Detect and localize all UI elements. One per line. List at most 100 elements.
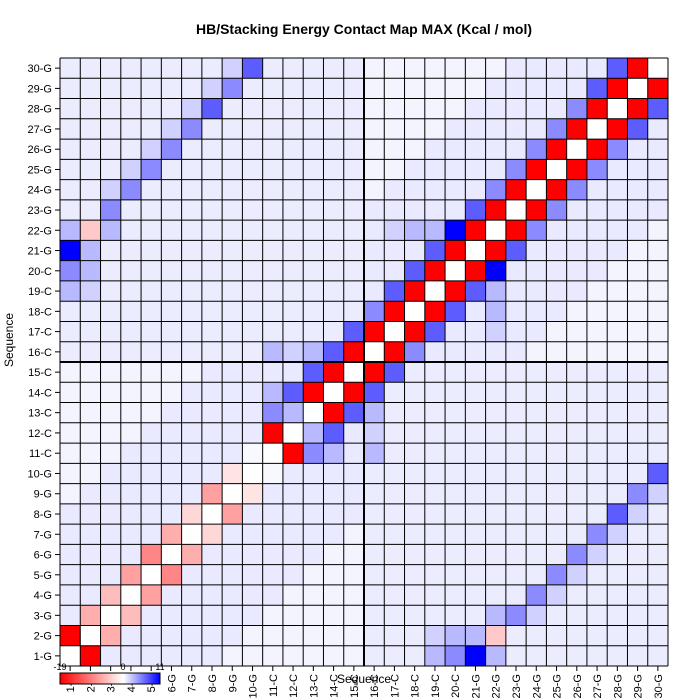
x-tick-label: 26-G xyxy=(572,674,584,698)
heatmap-cell xyxy=(607,280,628,302)
heatmap-cell xyxy=(141,159,162,180)
heatmap-cell xyxy=(566,240,587,261)
heatmap-cell xyxy=(566,625,587,646)
heatmap-cell xyxy=(343,645,364,666)
heatmap-cell xyxy=(262,179,283,200)
heatmap-cell xyxy=(627,159,648,180)
heatmap-cell xyxy=(647,341,668,362)
heatmap-cell xyxy=(384,199,405,221)
heatmap-cell xyxy=(364,260,385,281)
heatmap-cell xyxy=(181,98,202,119)
heatmap-cell xyxy=(364,422,385,444)
heatmap-cell xyxy=(242,159,263,180)
heatmap-cell xyxy=(242,139,263,160)
x-tick-label: 20-C xyxy=(450,674,462,698)
heatmap-cell xyxy=(485,341,506,362)
heatmap-cell xyxy=(242,260,263,281)
heatmap-cell xyxy=(343,402,364,423)
heatmap-cell xyxy=(364,463,385,484)
heatmap-cell xyxy=(343,625,364,646)
heatmap-cell xyxy=(586,301,608,322)
heatmap-cell xyxy=(181,645,202,666)
heatmap-cell xyxy=(465,159,486,180)
heatmap-cell xyxy=(141,544,162,565)
heatmap-cell xyxy=(424,139,446,160)
heatmap-cell xyxy=(364,443,385,464)
heatmap-cell xyxy=(364,524,385,545)
heatmap-cell xyxy=(282,443,304,464)
heatmap-cell xyxy=(607,422,628,444)
heatmap-cell xyxy=(242,402,263,423)
x-tick-label: 21-G xyxy=(470,674,482,698)
heatmap-cell xyxy=(384,118,405,140)
heatmap-cell xyxy=(627,564,648,585)
heatmap-cell xyxy=(586,402,608,423)
heatmap-cell xyxy=(485,524,506,545)
heatmap-cell xyxy=(424,159,446,180)
heatmap-cell xyxy=(242,503,263,525)
heatmap-cell xyxy=(546,341,567,362)
heatmap-cell xyxy=(586,362,608,383)
heatmap-cell xyxy=(485,645,506,666)
heatmap-cell xyxy=(607,240,628,261)
heatmap-cell xyxy=(445,199,466,221)
heatmap-cell xyxy=(364,564,385,585)
heatmap-cell xyxy=(586,524,608,545)
heatmap-cell xyxy=(262,58,283,79)
heatmap-cell xyxy=(343,544,364,565)
heatmap-cell xyxy=(181,443,202,464)
heatmap-cell xyxy=(80,139,101,160)
heatmap-cell xyxy=(627,118,648,140)
heatmap-cell xyxy=(141,280,162,302)
heatmap-cell xyxy=(485,58,506,79)
heatmap-cell xyxy=(364,139,385,160)
heatmap-cell xyxy=(364,240,385,261)
heatmap-cell xyxy=(282,544,304,565)
heatmap-cell xyxy=(647,321,668,342)
heatmap-cell xyxy=(181,382,202,403)
heatmap-cell xyxy=(201,240,223,261)
heatmap-cell xyxy=(404,139,425,160)
heatmap-cell xyxy=(242,625,263,646)
heatmap-cell xyxy=(161,98,182,119)
heatmap-cell xyxy=(60,503,81,525)
heatmap-cell xyxy=(222,118,243,140)
heatmap-cell xyxy=(566,402,587,423)
heatmap-cell xyxy=(60,240,81,261)
heatmap-cell xyxy=(424,98,446,119)
heatmap-cell xyxy=(323,584,344,606)
heatmap-cell xyxy=(80,58,101,79)
heatmap-cell xyxy=(566,382,587,403)
heatmap-cell xyxy=(627,179,648,200)
heatmap-cell xyxy=(566,139,587,160)
heatmap-cell xyxy=(445,584,466,606)
heatmap-cell xyxy=(424,58,446,79)
heatmap-cell xyxy=(607,301,628,322)
heatmap-cell xyxy=(100,321,121,342)
heatmap-cell xyxy=(485,443,506,464)
heatmap-cell xyxy=(60,118,81,140)
x-tick-label: 8-G xyxy=(207,674,219,692)
y-tick-label: 23-G xyxy=(28,205,52,217)
heatmap-cell xyxy=(262,280,283,302)
heatmap-cell xyxy=(647,179,668,200)
heatmap-cell xyxy=(526,605,547,626)
heatmap-cell xyxy=(526,220,547,241)
heatmap-cell xyxy=(262,524,283,545)
heatmap-cell xyxy=(161,199,182,221)
heatmap-cell xyxy=(262,301,283,322)
heatmap-cell xyxy=(607,544,628,565)
heatmap-cell xyxy=(424,645,446,666)
heatmap-cell xyxy=(566,179,587,200)
heatmap-cell xyxy=(242,280,263,302)
heatmap-cell xyxy=(364,584,385,606)
heatmap-cell xyxy=(607,443,628,464)
heatmap-cell xyxy=(161,443,182,464)
heatmap-cell xyxy=(647,199,668,221)
heatmap-cell xyxy=(60,645,81,666)
heatmap-cell xyxy=(364,179,385,200)
heatmap-cell xyxy=(526,301,547,322)
heatmap-cell xyxy=(364,159,385,180)
heatmap-cell xyxy=(404,524,425,545)
heatmap-cell xyxy=(384,240,405,261)
